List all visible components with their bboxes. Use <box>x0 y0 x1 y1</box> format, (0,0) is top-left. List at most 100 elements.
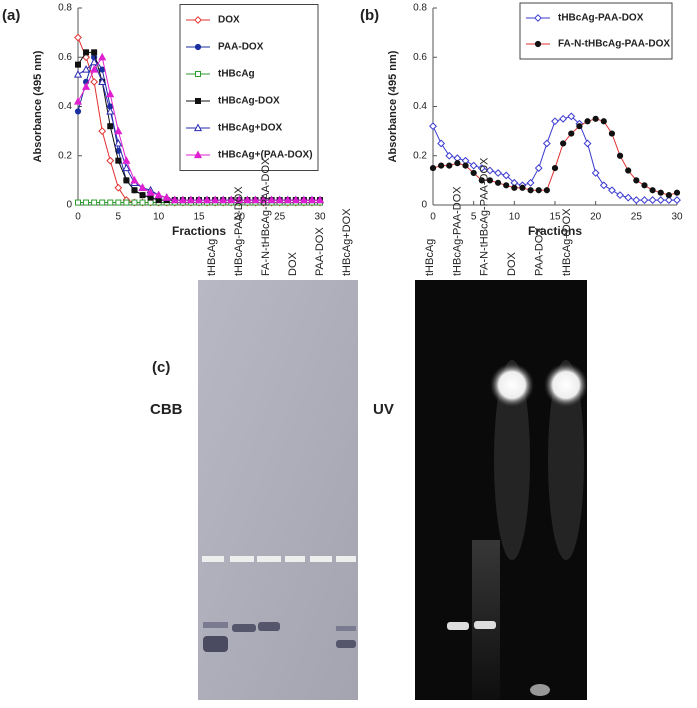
marker <box>502 171 511 180</box>
marker <box>155 197 162 204</box>
marker <box>519 184 526 191</box>
legend-marker <box>195 71 201 77</box>
marker <box>251 195 260 204</box>
legend-marker <box>534 14 542 22</box>
marker <box>576 123 583 130</box>
panel-label: (c) <box>152 359 170 376</box>
marker <box>534 164 543 172</box>
marker <box>90 77 99 86</box>
marker <box>114 183 123 192</box>
marker <box>665 192 672 199</box>
marker <box>656 196 665 204</box>
marker <box>83 49 90 56</box>
marker <box>616 191 624 200</box>
marker <box>486 177 494 184</box>
x-axis-label: Fractions <box>172 224 226 238</box>
marker <box>583 139 592 148</box>
marker <box>107 123 114 130</box>
marker <box>299 195 308 204</box>
marker <box>90 57 99 66</box>
marker <box>283 195 292 204</box>
gel-label: UV <box>373 401 394 418</box>
y-tick-label: 0.4 <box>413 101 427 112</box>
marker <box>73 70 83 78</box>
marker <box>454 160 461 167</box>
marker <box>526 178 535 187</box>
marker <box>649 187 656 194</box>
marker <box>83 199 90 206</box>
x-tick-label: 30 <box>314 212 326 223</box>
y-tick-label: 0 <box>66 200 72 211</box>
marker <box>673 189 681 196</box>
marker <box>74 108 82 115</box>
y-axis-label: Absorbance (495 nm) <box>32 50 44 162</box>
panel-label: (b) <box>360 7 379 24</box>
legend-box <box>519 2 673 60</box>
x-tick-label: 10 <box>509 212 521 223</box>
marker <box>648 196 657 204</box>
marker <box>267 195 276 204</box>
gel-label: CBB <box>150 401 183 418</box>
x-tick-label: 15 <box>549 212 561 223</box>
marker <box>82 65 91 73</box>
gel-uv <box>415 280 588 700</box>
y-tick-label: 0.2 <box>58 150 72 161</box>
legend-label: FA-N-tHBcAg-PAA-DOX <box>558 39 670 50</box>
lane-label: PAA-DOX <box>534 227 546 276</box>
marker <box>543 187 550 194</box>
legend-marker <box>193 150 203 159</box>
y-axis-label: Absorbance (495 nm) <box>387 50 399 162</box>
marker <box>275 195 284 204</box>
series-line <box>432 115 677 201</box>
legend-box <box>179 4 319 171</box>
marker <box>494 169 502 177</box>
marker <box>542 139 551 148</box>
legend-label: tHBcAg+(PAA-DOX) <box>218 150 313 161</box>
marker <box>315 195 325 204</box>
x-tick-label: 20 <box>234 212 246 223</box>
marker <box>478 177 485 184</box>
marker <box>98 127 107 136</box>
y-tick-label: 0.6 <box>58 52 72 63</box>
marker <box>527 187 534 194</box>
x-tick-label: 30 <box>671 212 683 223</box>
marker <box>291 195 300 204</box>
marker <box>178 195 187 204</box>
marker <box>592 115 599 122</box>
marker <box>243 195 252 204</box>
x-tick-label: 25 <box>631 212 643 223</box>
marker <box>147 199 154 206</box>
marker <box>107 199 114 206</box>
marker <box>98 77 107 85</box>
series-line <box>432 118 678 196</box>
marker <box>106 89 115 98</box>
marker <box>429 122 437 131</box>
lane-label: FA-N-tHBcAg-PAA-DOX <box>260 157 272 276</box>
marker <box>567 112 576 121</box>
marker <box>162 193 171 201</box>
marker <box>106 156 115 165</box>
x-axis-label: Fractions <box>528 224 582 238</box>
lane-label: tHBcAg-PAA-DOX <box>451 186 463 276</box>
marker <box>131 199 138 206</box>
legend-label: DOX <box>218 15 240 26</box>
marker <box>259 195 268 204</box>
x-tick-label: 0 <box>430 212 436 223</box>
marker <box>186 195 195 204</box>
legend-marker <box>194 43 202 51</box>
marker <box>227 195 236 204</box>
y-tick-label: 0.6 <box>413 52 427 63</box>
marker <box>99 199 106 206</box>
legend-label: PAA-DOX <box>218 42 264 53</box>
marker <box>591 169 600 177</box>
marker <box>139 192 146 199</box>
x-tick-label: 0 <box>75 212 81 223</box>
marker <box>170 195 179 204</box>
marker <box>154 190 163 199</box>
x-tick-label: 5 <box>116 212 122 223</box>
legend-label: tHBcAg+DOX <box>218 123 283 134</box>
marker <box>82 82 91 90</box>
marker <box>503 182 510 189</box>
x-tick-label: 10 <box>153 212 165 223</box>
marker <box>511 184 518 191</box>
